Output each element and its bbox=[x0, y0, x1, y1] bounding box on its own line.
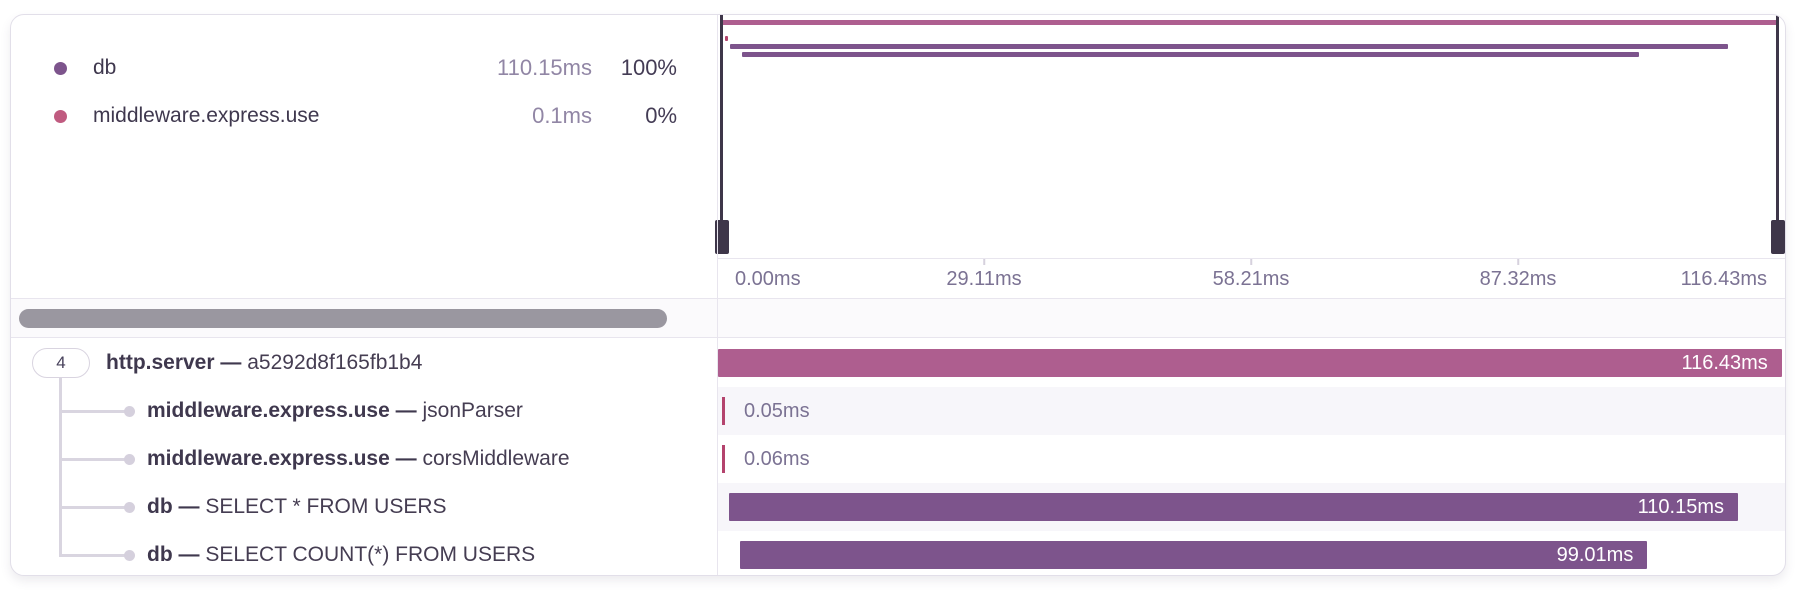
horizontal-scrollbar-thumb[interactable] bbox=[19, 309, 667, 328]
viewport-left-handle[interactable] bbox=[714, 15, 729, 254]
span-duration-label: 0.06ms bbox=[744, 448, 810, 470]
column-divider bbox=[717, 15, 718, 575]
span-row-corsmiddleware: middleware.express.use — corsMiddleware … bbox=[11, 435, 1785, 483]
trace-view-panel: db 110.15ms 100% middleware.express.use … bbox=[10, 14, 1786, 576]
span-row-label-area[interactable]: db — SELECT * FROM USERS bbox=[11, 483, 717, 531]
minimap-track bbox=[722, 15, 1777, 258]
span-row-label-area[interactable]: middleware.express.use — jsonParser bbox=[11, 387, 717, 435]
span-duration-label: 0.05ms bbox=[744, 400, 810, 422]
legend-percent: 0% bbox=[645, 103, 677, 128]
span-row-jsonparser: middleware.express.use — jsonParser 0.05… bbox=[11, 387, 1785, 435]
span-row-http-server: 4 http.server — a5292d8f165fb1b4 116.43m… bbox=[11, 339, 1785, 387]
horizontal-scrollbar-track[interactable] bbox=[11, 298, 1785, 338]
minimap-bar bbox=[724, 36, 728, 41]
trace-minimap-section: 0.00ms 29.11ms 58.21ms 87.32ms 116.43ms bbox=[714, 15, 1785, 299]
span-duration-bar[interactable]: 110.15ms bbox=[728, 493, 1739, 521]
span-rows: 4 http.server — a5292d8f165fb1b4 116.43m… bbox=[11, 339, 1785, 575]
legend-color-dot bbox=[54, 109, 67, 123]
span-title: middleware.express.use — corsMiddleware bbox=[147, 447, 570, 470]
axis-label-4: 116.43ms bbox=[1680, 268, 1767, 290]
span-ops-legend: db 110.15ms 100% middleware.express.use … bbox=[11, 44, 717, 140]
span-duration-bar[interactable]: 99.01ms bbox=[740, 541, 1648, 569]
span-row-db-select-count: db — SELECT COUNT(*) FROM USERS 99.01ms bbox=[11, 531, 1785, 575]
span-row-label-area[interactable]: middleware.express.use — corsMiddleware bbox=[11, 435, 717, 483]
axis-tick bbox=[1517, 259, 1519, 265]
span-title: db — SELECT COUNT(*) FROM USERS bbox=[147, 543, 536, 566]
span-row-label-area[interactable]: 4 http.server — a5292d8f165fb1b4 bbox=[11, 339, 717, 387]
axis-label-1: 29.11ms bbox=[946, 268, 1022, 290]
legend-percent: 100% bbox=[620, 55, 677, 80]
legend-op-label: db bbox=[93, 56, 117, 79]
axis-tick bbox=[1250, 259, 1252, 265]
viewport-right-handle[interactable] bbox=[1770, 15, 1785, 254]
legend-color-dot bbox=[54, 61, 67, 75]
span-row-bar-area[interactable]: 99.01ms bbox=[718, 531, 1785, 575]
child-count-badge[interactable]: 4 bbox=[32, 348, 90, 378]
axis-tick bbox=[983, 259, 985, 265]
minimap-bar bbox=[742, 52, 1639, 57]
minimap-bar bbox=[722, 20, 1777, 25]
span-row-bar-area[interactable]: 116.43ms bbox=[718, 339, 1785, 387]
span-title: http.server — a5292d8f165fb1b4 bbox=[106, 351, 423, 374]
time-axis: 0.00ms 29.11ms 58.21ms 87.32ms 116.43ms bbox=[717, 258, 1785, 299]
span-duration-bar[interactable]: 116.43ms bbox=[718, 349, 1782, 377]
span-title: middleware.express.use — jsonParser bbox=[147, 399, 523, 422]
span-duration-tick[interactable] bbox=[721, 445, 725, 473]
minimap-bar bbox=[730, 44, 1729, 49]
legend-duration: 110.15ms bbox=[497, 55, 592, 80]
legend-duration: 0.1ms bbox=[532, 103, 592, 128]
trace-minimap[interactable] bbox=[714, 15, 1785, 258]
axis-label-2: 58.21ms bbox=[1212, 268, 1290, 290]
span-title: db — SELECT * FROM USERS bbox=[147, 495, 447, 518]
span-row-label-area[interactable]: db — SELECT COUNT(*) FROM USERS bbox=[11, 531, 717, 575]
span-row-db-select-all: db — SELECT * FROM USERS 110.15ms bbox=[11, 483, 1785, 531]
span-row-bar-area[interactable]: 110.15ms bbox=[718, 483, 1785, 531]
legend-item-db: db 110.15ms 100% bbox=[11, 44, 717, 92]
span-duration-tick[interactable] bbox=[721, 397, 725, 425]
span-row-bar-area[interactable]: 0.06ms bbox=[718, 435, 1785, 483]
span-row-bar-area[interactable]: 0.05ms bbox=[718, 387, 1785, 435]
legend-op-label: middleware.express.use bbox=[93, 104, 320, 127]
legend-item-middleware: middleware.express.use 0.1ms 0% bbox=[11, 92, 717, 140]
axis-label-3: 87.32ms bbox=[1479, 268, 1557, 290]
axis-label-0: 0.00ms bbox=[735, 268, 801, 290]
